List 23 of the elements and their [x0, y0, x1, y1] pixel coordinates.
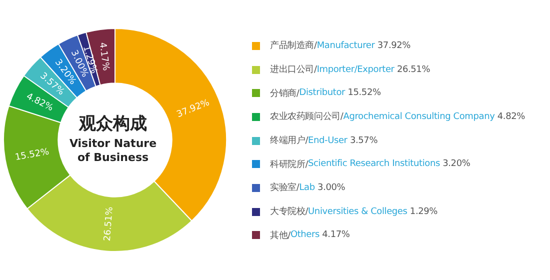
data-label: 15.52%	[14, 147, 50, 164]
legend-label: 进出口公司/Importer/Exporter	[270, 64, 394, 76]
text: 1.29%	[410, 206, 438, 217]
text: 观众构成	[78, 113, 148, 135]
text: 26.51%	[396, 64, 430, 75]
data-label: 26.51%	[102, 206, 116, 242]
text: 3.57%	[350, 136, 378, 146]
data-label: 4.17%	[96, 42, 111, 72]
text: 3.20%	[442, 159, 470, 170]
legend-label: 其他/Others	[270, 229, 320, 242]
legend-label: 农业农药顾问公司/Agrochemical Consulting Company	[270, 110, 495, 124]
text: 4.82%	[497, 112, 525, 122]
text: 15.52%	[348, 88, 381, 98]
text: 3.00%	[318, 182, 346, 193]
legend-label: 分销商/Distributor	[270, 87, 346, 100]
text: 4.17%	[322, 230, 350, 240]
text: 37.92%	[377, 40, 411, 51]
legend-label: 产品制造商/Manufacturer	[270, 40, 375, 52]
text: Visitor Nature of Business	[68, 137, 158, 165]
legend-label: 终端用户/End-User	[270, 134, 348, 148]
legend-label: 实验室/Lab	[270, 182, 315, 194]
legend-label: 科研院所/Scientific Research Institutions	[270, 158, 440, 171]
legend-label: 大专院校/Universities & Colleges	[270, 206, 408, 218]
